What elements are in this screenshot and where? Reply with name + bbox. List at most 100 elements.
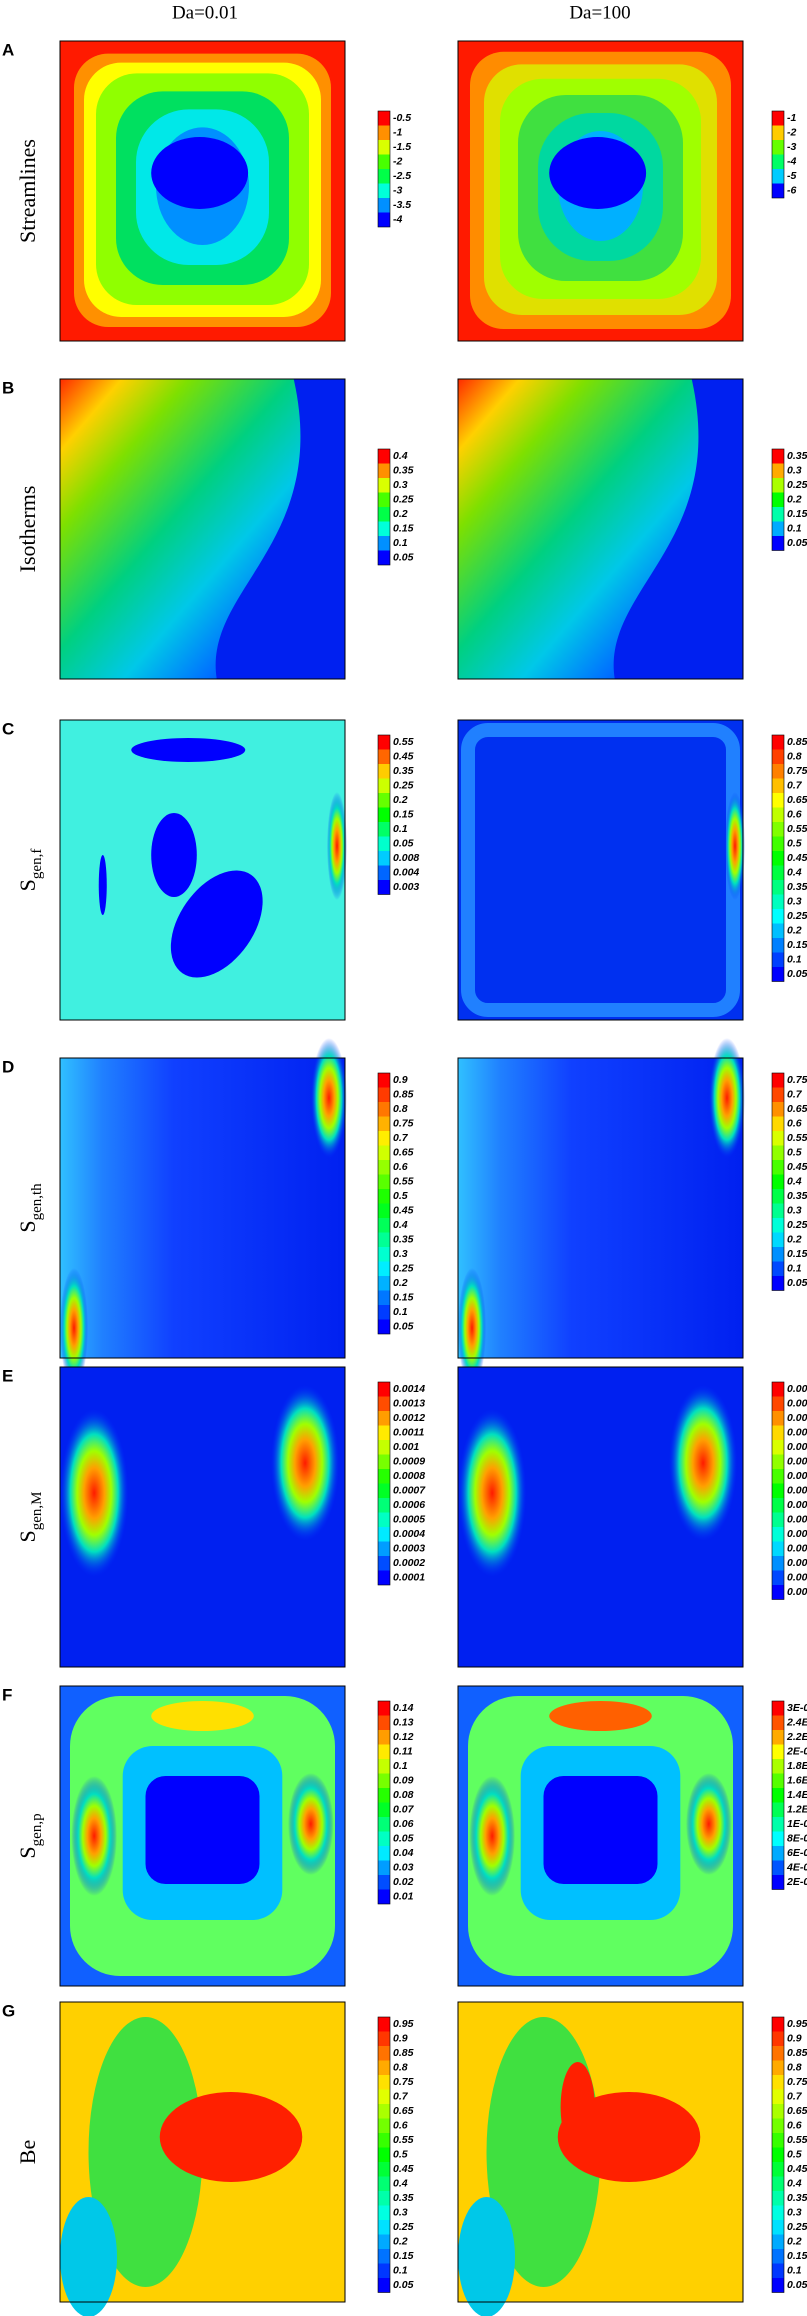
- row-label: Isotherms: [15, 486, 40, 573]
- contour-region: [145, 1776, 260, 1884]
- colorbar-segment: [378, 1788, 390, 1803]
- colorbar-label: 0.75: [393, 1118, 414, 1130]
- colorbar-label: 0.9: [787, 2033, 802, 2045]
- colorbar-label: 0.1: [393, 823, 408, 835]
- colorbar-label: 0.4: [787, 2178, 802, 2190]
- panel-frame: [59, 719, 346, 1021]
- colorbar-label: 0.7: [787, 780, 803, 792]
- colorbar-label: 0.25: [393, 494, 414, 506]
- colorbar-label: 0.0012: [787, 1514, 807, 1526]
- colorbar-segment: [772, 2147, 784, 2162]
- colorbar-label: 0.2: [787, 494, 802, 506]
- colorbar-label: 0.4: [393, 450, 408, 462]
- colorbar-frame: [771, 1072, 785, 1291]
- colorbar-label: 0.25: [787, 479, 807, 491]
- colorbar-label: 1.2E-05: [787, 1804, 807, 1816]
- panel-letter: A: [2, 40, 14, 59]
- colorbar-segment: [772, 1469, 784, 1484]
- contour-region: [458, 1058, 743, 1358]
- row-label: Streamlines: [15, 139, 40, 243]
- row-label: Sgen,p: [15, 1813, 45, 1858]
- colorbar-segment: [378, 2263, 390, 2278]
- colorbar-segment: [378, 1232, 390, 1247]
- colorbar-label: -2.5: [393, 170, 411, 182]
- colorbar-segment: [378, 169, 390, 184]
- colorbar-label: 0.45: [393, 751, 414, 763]
- colorbar-segment: [378, 2017, 390, 2032]
- colorbar-segment: [772, 1131, 784, 1146]
- colorbar-label: 0.0006: [787, 1557, 807, 1569]
- colorbar-label: 0.5: [787, 1147, 802, 1159]
- colorbar-label: 0.003: [393, 881, 419, 893]
- colorbar-label: 0.25: [787, 910, 807, 922]
- colorbar-segment: [378, 2118, 390, 2133]
- colorbar-segment: [378, 1290, 390, 1305]
- colorbar-segment: [378, 140, 390, 155]
- colorbar-segment: [378, 1087, 390, 1102]
- colorbar-segment: [772, 1116, 784, 1131]
- contour-panel: [59, 1038, 347, 1388]
- panel-letter: G: [2, 2001, 15, 2020]
- colorbar-segment: [772, 1483, 784, 1498]
- colorbar-label: 0.2: [787, 925, 802, 937]
- colorbar-segment: [772, 1073, 784, 1088]
- colorbar-segment: [772, 2278, 784, 2293]
- colorbar-segment: [378, 1512, 390, 1527]
- colorbar-segment: [378, 1744, 390, 1759]
- contour-region: [543, 1776, 658, 1884]
- colorbar-label: 0.9: [393, 1074, 408, 1086]
- colorbar-frame: [771, 1700, 785, 1890]
- colorbar-label: 0.15: [393, 2250, 414, 2262]
- colorbar-segment: [772, 2118, 784, 2133]
- colorbar-segment: [772, 1527, 784, 1542]
- colorbar-label: 0.06: [393, 1818, 414, 1830]
- colorbar-label: 0.08: [393, 1789, 414, 1801]
- row-label-main: Be: [15, 2140, 40, 2164]
- colorbar-label: 0.85: [393, 2047, 414, 2059]
- colorbar-segment: [378, 1715, 390, 1730]
- panel-letter: B: [2, 378, 14, 397]
- colorbar-segment: [378, 1131, 390, 1146]
- colorbar-label: 0.45: [787, 852, 807, 864]
- colorbar-segment: [772, 140, 784, 155]
- colorbar-segment: [772, 536, 784, 551]
- colorbar-segment: [772, 1817, 784, 1832]
- colorbar-label: 2.4E-05: [786, 1717, 807, 1729]
- colorbar-segment: [772, 894, 784, 909]
- colorbar-label: 0.1: [393, 1760, 408, 1772]
- colorbar-label: 0.85: [787, 2047, 807, 2059]
- colorbar-frame: [377, 1072, 391, 1335]
- colorbar-segment: [378, 764, 390, 779]
- contour-panel: [59, 378, 346, 680]
- contour-region: [170, 870, 263, 978]
- colorbar-segment: [378, 198, 390, 213]
- colorbar-label: 0.6: [787, 809, 802, 821]
- colorbar-label: 0.75: [787, 1074, 807, 1086]
- colorbar-label: 0.1: [787, 1263, 802, 1275]
- colorbar-segment: [772, 1425, 784, 1440]
- colorbar-label: 0.0012: [393, 1412, 425, 1424]
- colorbar-segment: [378, 1498, 390, 1513]
- colorbar-label: 4E-06: [786, 1862, 807, 1874]
- colorbar-label: 0.0018: [787, 1470, 807, 1482]
- colorbar-label: 0.0007: [393, 1485, 426, 1497]
- colorbar-segment: [772, 1232, 784, 1247]
- panel-frame: [59, 1685, 346, 1987]
- contour-panel: [59, 2001, 346, 2316]
- colorbar-label: 0.0004: [787, 1572, 807, 1584]
- colorbar-label: 0.55: [393, 1176, 414, 1188]
- colorbar-label: 0.05: [393, 552, 414, 564]
- colorbar-label: 0.3: [787, 465, 802, 477]
- colorbar-label: 0.2: [393, 508, 408, 520]
- colorbar-label: -3: [787, 141, 796, 153]
- colorbar-label: 0.8: [787, 751, 802, 763]
- colorbar-segment: [378, 2205, 390, 2220]
- colorbar-label: 1.8E-05: [787, 1760, 807, 1772]
- colorbar-label: 0.15: [393, 809, 414, 821]
- colorbar-label: 0.0001: [393, 1572, 425, 1584]
- colorbar-segment: [772, 1145, 784, 1160]
- colorbar-label: 0.0005: [393, 1514, 425, 1526]
- colorbar-segment: [378, 1261, 390, 1276]
- colorbar-segment: [378, 2278, 390, 2293]
- colorbar-label: 0.11: [393, 1746, 413, 1758]
